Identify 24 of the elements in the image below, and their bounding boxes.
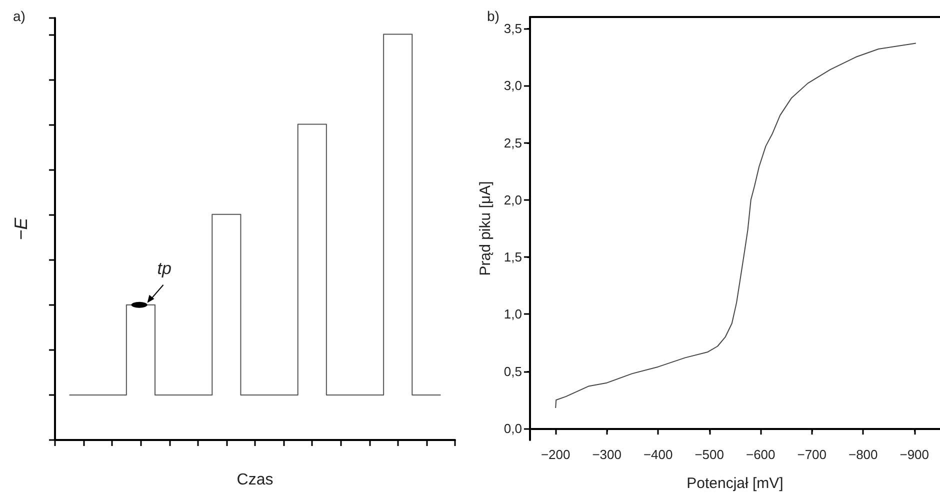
y-tick-label: 2,0 xyxy=(504,192,522,208)
annotation: tp xyxy=(157,258,172,279)
x-tick-label: −300 xyxy=(592,447,622,462)
x-tick-label: −400 xyxy=(643,447,673,462)
x-tick-label: −500 xyxy=(694,447,724,462)
x-axis-title: Czas xyxy=(236,472,274,488)
y-tick-label: 3,5 xyxy=(504,20,522,36)
y-tick-label: 1,5 xyxy=(504,250,522,265)
y-tick-label: 2,5 xyxy=(504,135,522,150)
x-axis-title: Potencjał [mV] xyxy=(686,475,784,492)
chart-title: b) xyxy=(487,8,500,24)
y-tick-label: 0,5 xyxy=(504,364,522,379)
chart-title: a) xyxy=(13,8,26,24)
line-series xyxy=(555,42,916,408)
x-tick-label: −900 xyxy=(900,447,930,462)
y-axis-title: −E xyxy=(11,216,31,240)
x-tick-label: −200 xyxy=(540,447,570,462)
y-tick-label: 0,0 xyxy=(504,421,522,436)
x-tick-label: −700 xyxy=(797,447,827,462)
y-tick-label: 3,0 xyxy=(504,78,522,94)
y-tick-label: 1,0 xyxy=(504,306,522,322)
x-tick-label: −600 xyxy=(746,447,776,462)
x-tick-label: −800 xyxy=(848,447,878,462)
y-axis-title: Prąd piku [μA] xyxy=(477,181,494,276)
